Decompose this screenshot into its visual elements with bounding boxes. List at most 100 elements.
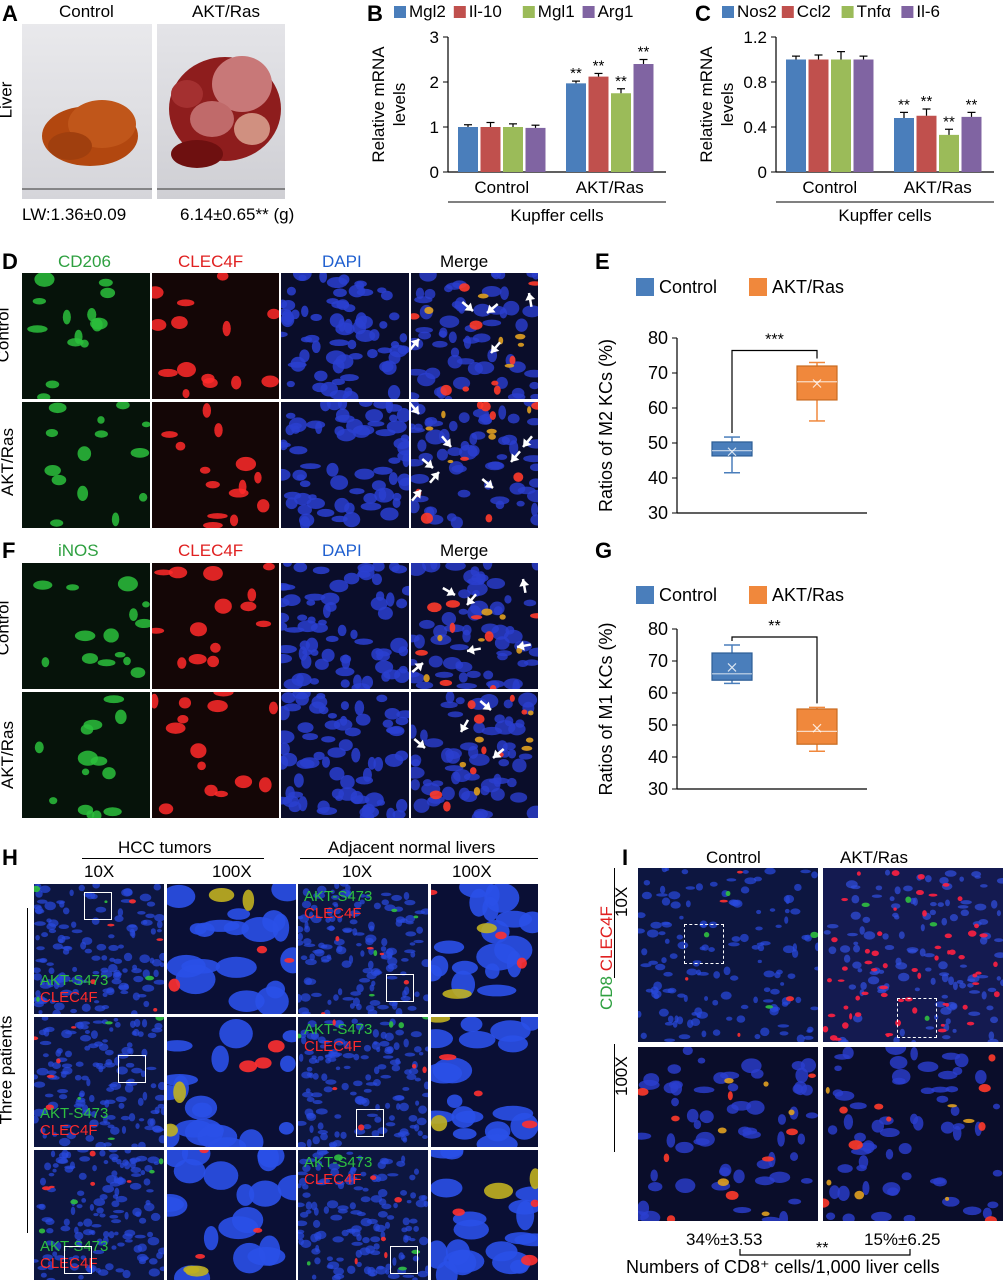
panel-h-cell-r2-c0-blob (95, 1267, 102, 1274)
panel-d-cell-r0-c2-blob (314, 370, 328, 382)
panel-h-cell-r2-c2-blob (350, 1210, 363, 1215)
panel-h-cell-r2-c0-blob (135, 1211, 142, 1218)
panel-i-cell-aktras-10x-blob (859, 926, 865, 935)
panel-e-y-tick-label-2: 50 (648, 433, 668, 453)
panel-f-cell-r0-c0-blob (97, 659, 116, 667)
panel-i-cell-aktras-100x-blob (871, 1211, 892, 1221)
panel-h-cell-r1-c2-blob (415, 1100, 420, 1106)
panel-i-cell-aktras-10x-blob (833, 1037, 842, 1041)
panel-h-cell-r2-c2-blob (298, 1202, 305, 1208)
panel-h-cell-r2-c0-blob (126, 1180, 132, 1183)
panel-f-cell-r0-c2-blob (350, 629, 358, 640)
panel-h-cell-r1-c0-blob (42, 1133, 47, 1139)
panel-f-cell-r1-c2-blob (344, 727, 361, 737)
panel-h-cell-r1-c3-blob (458, 1031, 496, 1049)
panel-i-cell-aktras-10x-blob (945, 1018, 951, 1025)
panel-h-cell-r2-c0-blob (111, 1245, 117, 1250)
panel-i-cell-aktras-10x-blob (841, 966, 848, 971)
panel-h-cell-r2-c2-blob (386, 1215, 395, 1220)
panel-c-legend-label-2: Tnfα (857, 2, 892, 21)
panel-i-cell-aktras-10x-blob (861, 902, 870, 908)
panel-h-cell-r1-c2-blob (384, 1032, 394, 1042)
panel-h-cell-r2-c1-blob (173, 1158, 206, 1184)
panel-h-cell-r2-c2-blob (317, 1160, 323, 1166)
panel-d-cell-r0-c3-blob (517, 342, 524, 347)
panel-h-cell-r1-c1-blob (173, 1081, 186, 1104)
panel-i-cell-aktras-10x-blob (853, 941, 859, 946)
panel-h-cell-r1-c0-blob (127, 1078, 135, 1083)
panel-h-cell-r2-c0-blob (46, 1228, 54, 1234)
panel-f-cell-r1-c3-blob (429, 790, 442, 800)
panel-h-cell-r2-c0-blob (114, 1231, 119, 1236)
panel-d-cell-r1-c3-blob (489, 496, 509, 505)
panel-h-cell-r1-c2-blob (377, 1127, 388, 1135)
panel-i-mag-100x-rule (614, 1044, 615, 1152)
panel-h-cell-r1-c0-blob (120, 1115, 130, 1121)
panel-a-control-label: Control (59, 2, 114, 21)
panel-i-cell-control-10x-blob (709, 881, 718, 887)
panel-h-cell-r2-c0-blob (48, 1185, 55, 1189)
panel-h-cell-r0-c0-blob (35, 934, 40, 941)
panel-f-cell-r1-c0-blob (102, 767, 116, 780)
panel-h-cell-r0-c0-blob (137, 911, 146, 915)
panel-i-cell-control-100x-blob (671, 1115, 680, 1122)
panel-f-cell-r0-c2-blob (309, 678, 320, 685)
panel-h-cell-r2-c0-blob (122, 1269, 131, 1279)
panel-i-cell-aktras-10x-blob (893, 907, 897, 911)
panel-h-cell-r0-c0-blob (58, 972, 66, 980)
panel-i-cell-control-10x-blob (658, 931, 666, 936)
panel-c-x-cat-1: AKT/Ras (904, 178, 972, 197)
panel-f-cell-r0-c2-blob (304, 593, 326, 601)
panel-h-cell-r1-c2-blob (306, 1096, 315, 1103)
panel-i-cell-control-100x-blob (751, 1068, 764, 1079)
panel-c-bar-AKT/Ras-Tnfα (939, 134, 959, 172)
panel-i-cell-control-10x-blob (659, 885, 666, 894)
panel-i-cell-control-10x-blob (814, 966, 818, 971)
panel-h-cell-r1-c2-blob (319, 1039, 331, 1044)
panel-i-cell-aktras-10x-blob (941, 917, 948, 926)
panel-h-cell-r0-c2-blob (332, 902, 338, 907)
panel-i-cell-aktras-10x-blob (895, 1019, 902, 1027)
panel-h-cell-r2-c0-blob (112, 1209, 125, 1214)
panel-i-cell-aktras-10x-blob (979, 933, 988, 938)
panel-i-cell-control-10x-blob (779, 1031, 789, 1036)
panel-h-cell-r2-c2-blob (298, 1171, 308, 1176)
panel-f-cell-r1-c2-blob (338, 739, 353, 752)
panel-f-ch-merge: Merge (440, 541, 489, 560)
panel-i-cell-control-100x-blob (795, 1067, 809, 1083)
panel-i-cell-aktras-10x-blob (823, 1025, 829, 1033)
panel-h-cell-r2-c0-blob (102, 1236, 109, 1245)
panel-h-cell-r1-c2-blob (414, 1077, 421, 1082)
panel-h-cell-r2-c2: AKT-S473 CLEC4F (298, 1150, 428, 1280)
panel-f-cell-r1-c2-blob (351, 747, 361, 763)
panel-i-cell-control-100x-blob (786, 1128, 798, 1136)
panel-i-cell-control-10x-blob (801, 934, 810, 941)
panel-d-cell-r0-c0-blob (98, 278, 113, 287)
panel-h-cell-r1-c1-blob (191, 1102, 213, 1118)
panel-h-cell-r2-c0-blob (42, 1254, 53, 1261)
panel-h-cell-r0-c0-blob (117, 908, 124, 917)
panel-f-cell-r0-c3-blob (432, 624, 447, 639)
panel-f-cell-r1-c1-blob (178, 697, 191, 709)
panel-h-cell-r2-c2-blob (370, 1175, 377, 1180)
panel-i-cell-control-10x-blob (728, 942, 740, 947)
panel-f-cell-r1-c3-blob (473, 714, 485, 724)
panel-i-cell-aktras-100x-blob (898, 1142, 912, 1155)
panel-h-cell-r0-c0-blob (153, 969, 159, 978)
panel-h-cell-r0-c2-blob (309, 953, 315, 961)
panel-f-cell-r1-c3-blob (442, 801, 451, 812)
panel-h-cell-r2-c3-blob (484, 1182, 514, 1200)
panel-i-cell-control-10x-blob (661, 868, 668, 873)
panel-i-cell-control-100x-blob (777, 1131, 785, 1147)
panel-h-cell-r0-c0-blob (56, 980, 65, 988)
panel-h-cell-r0-c3-blob (495, 931, 507, 940)
panel-i-cell-control-100x-blob (671, 1097, 679, 1107)
panel-h-cell-r0-c2-blob (377, 1004, 389, 1010)
panel-h-cell-r2-c0-blob (108, 1150, 118, 1153)
panel-h-cell-r1-c2-blob (324, 1020, 335, 1024)
panel-i-cell-control-10x-blob (783, 894, 795, 904)
panel-h-cell-r0-c0-blob (34, 905, 43, 915)
panel-h-image-grid: AKT-S473 CLEC4F AKT-S473 CLEC4F AKT-S473 CLEC… (34, 884, 538, 1280)
panel-i-cell-aktras-10x-blob (993, 961, 998, 968)
panel-h-cell-r0-c2-blob (360, 950, 365, 957)
